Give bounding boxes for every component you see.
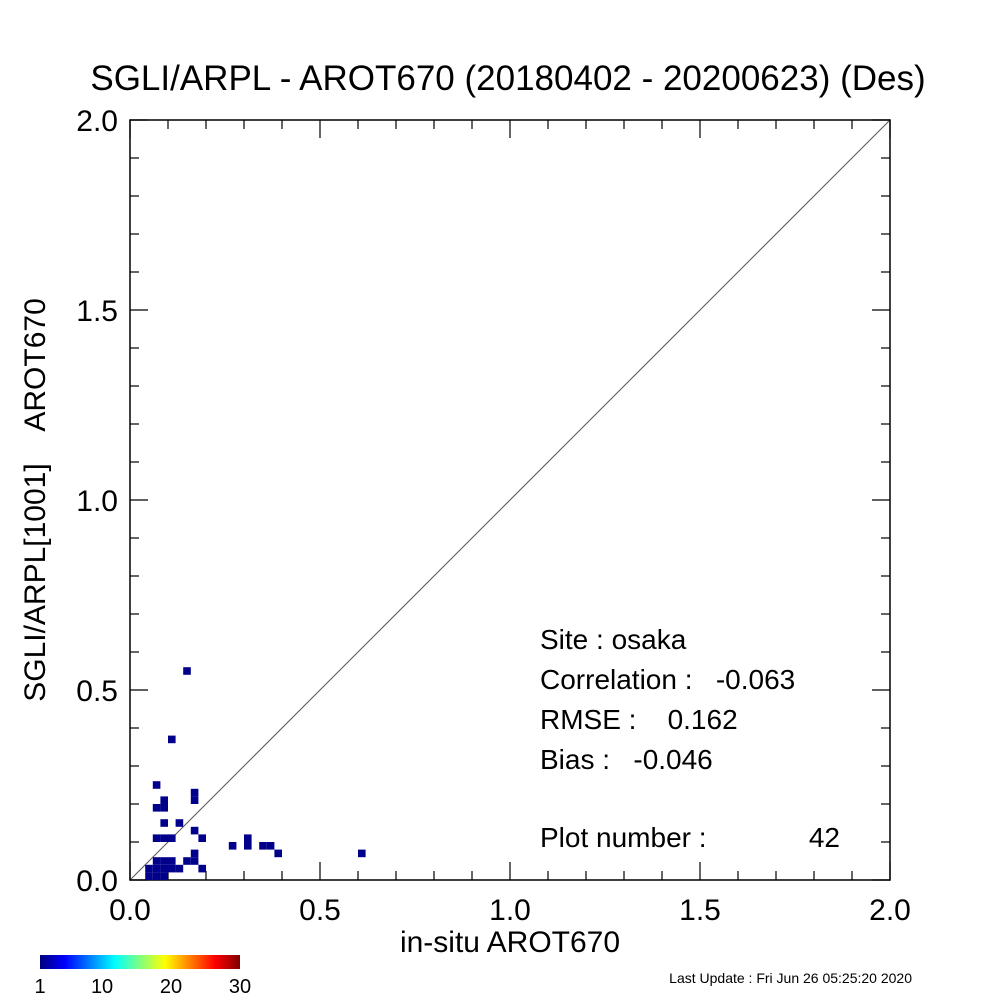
data-cell: [228, 842, 237, 850]
data-cell: [152, 857, 161, 865]
data-cell: [274, 849, 282, 858]
y-tick-label: 0.5: [76, 675, 118, 708]
data-cell: [175, 819, 184, 827]
last-update-footer: Last Update : Fri Jun 26 05:25:20 2020: [669, 970, 912, 986]
x-tick-label: 2.0: [869, 894, 911, 927]
data-cell: [152, 834, 161, 842]
chart-title: SGLI/ARPL - AROT670 (20180402 - 20200623…: [90, 59, 925, 98]
data-cell: [160, 857, 168, 865]
data-cell: [244, 834, 252, 842]
y-tick-label: 1.5: [76, 295, 118, 328]
data-cell: [145, 872, 153, 880]
data-cell: [183, 667, 191, 675]
y-tick-label: 1.0: [76, 485, 118, 518]
data-cell: [152, 872, 161, 880]
y-axis-label: SGLI/ARPL[1001] AROT670: [19, 298, 52, 702]
x-tick-label: 0.0: [109, 894, 151, 927]
colorbar-tick-label: 10: [91, 976, 113, 998]
y-tick-label: 2.0: [76, 105, 118, 138]
one-to-one-line: [129, 119, 891, 881]
data-cell: [160, 864, 168, 873]
data-cell: [190, 788, 199, 797]
stats-box: Site : osaka Correlation : -0.063 RMSE :…: [540, 624, 840, 853]
data-cell: [160, 804, 168, 812]
data-cell: [160, 796, 168, 804]
data-cell: [190, 796, 199, 804]
colorbar-tick-label: 30: [229, 976, 251, 998]
data-cell: [152, 864, 161, 873]
data-cell: [152, 804, 161, 812]
stat-site: Site : osaka: [540, 624, 687, 655]
stat-plot-number-value: 42: [809, 822, 840, 853]
data-cell: [145, 864, 153, 873]
data-cell: [152, 781, 161, 789]
data-cells: [145, 667, 366, 880]
data-cell: [190, 826, 199, 835]
stat-correlation: Correlation : -0.063: [540, 664, 795, 695]
stat-bias: Bias : -0.046: [540, 744, 713, 775]
data-cell: [168, 857, 176, 865]
y-tick-label: 0.0: [76, 865, 118, 898]
data-cell: [168, 864, 176, 873]
data-cell: [266, 842, 275, 850]
colorbar-gradient: [40, 955, 240, 969]
x-tick-label: 0.5: [299, 894, 341, 927]
data-cell: [198, 834, 206, 842]
colorbar-tick-label: 20: [160, 976, 182, 998]
x-tick-label: 1.5: [679, 894, 721, 927]
stat-plot-number-label: Plot number :: [540, 822, 707, 853]
colorbar-tick-label: 1: [34, 976, 45, 998]
data-cell: [160, 819, 168, 827]
data-cell: [190, 857, 199, 865]
x-tick-label: 1.0: [489, 894, 531, 927]
stat-rmse: RMSE : 0.162: [540, 704, 738, 735]
data-cell: [190, 849, 199, 858]
data-cell: [160, 872, 168, 880]
data-cell: [160, 834, 168, 842]
data-cell: [198, 864, 206, 873]
data-cell: [168, 735, 176, 744]
data-cell: [175, 864, 184, 873]
colorbar: 1 10 20 30: [34, 955, 251, 998]
data-cell: [168, 834, 176, 842]
data-cell: [244, 842, 252, 850]
data-cell: [259, 842, 267, 850]
x-axis-label: in-situ AROT670: [400, 926, 620, 959]
data-cell: [358, 849, 366, 858]
data-cell: [183, 857, 191, 865]
